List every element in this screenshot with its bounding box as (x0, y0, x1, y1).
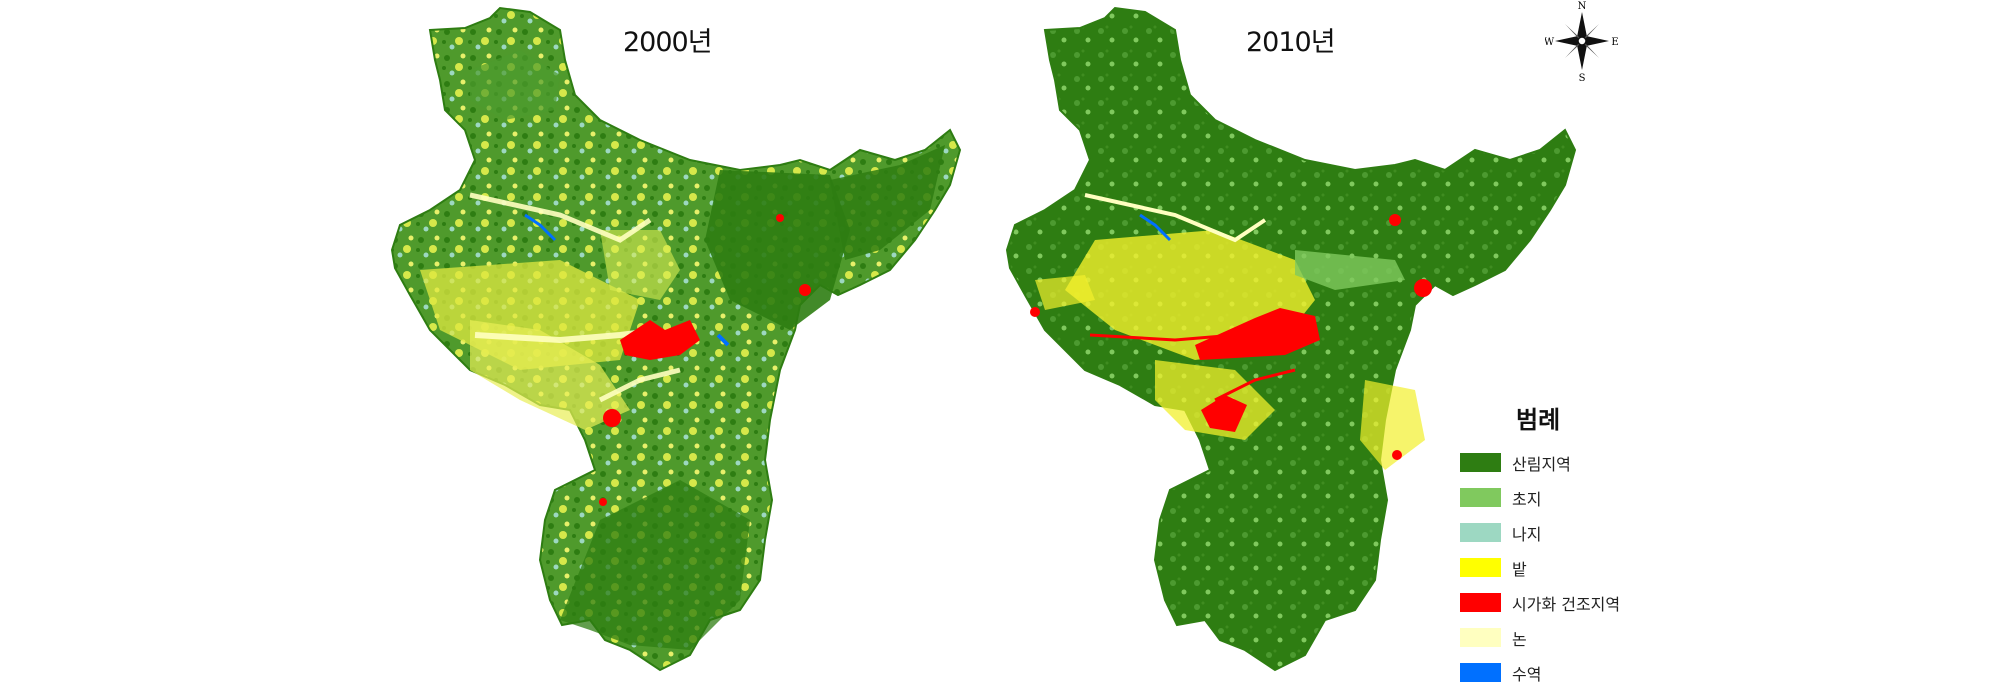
land-cover-map-2010 (1006, 7, 1576, 671)
legend-item-urban: 시가화 건조지역 (1460, 587, 1720, 618)
legend-item-water: 수역 (1460, 657, 1720, 688)
legend-swatch (1460, 523, 1501, 542)
legend-label: 나지 (1512, 524, 1542, 544)
compass-north-label: N (1578, 1, 1587, 12)
legend-label: 밭 (1512, 559, 1527, 579)
legend-swatch (1460, 453, 1501, 472)
legend-label: 산림지역 (1512, 454, 1571, 474)
compass-east-label: E (1611, 37, 1618, 48)
map-title-2000: 2000년 (623, 27, 713, 58)
legend-item-field: 밭 (1460, 552, 1720, 583)
compass-west-label: W (1545, 37, 1555, 48)
legend-item-paddy: 논 (1460, 622, 1720, 653)
legend-swatch (1460, 593, 1501, 612)
map-legend: 범례 산림지역 초지 나지 밭 시가화 건조지역 논 수역 (1460, 400, 1720, 692)
legend-label: 시가화 건조지역 (1512, 594, 1621, 614)
legend-item-barren: 나지 (1460, 517, 1720, 548)
legend-item-forest: 산림지역 (1460, 447, 1720, 478)
legend-item-grassland: 초지 (1460, 482, 1720, 513)
legend-swatch (1460, 628, 1501, 647)
land-cover-map-2000 (391, 7, 961, 671)
compass-south-label: S (1579, 73, 1586, 82)
map-title-2010: 2010년 (1246, 27, 1336, 58)
legend-swatch (1460, 488, 1501, 507)
legend-title: 범례 (1516, 406, 1561, 434)
legend-label: 초지 (1512, 489, 1542, 509)
legend-swatch (1460, 558, 1501, 577)
compass-rose-icon: N S E W (1545, 1, 1619, 82)
legend-label: 수역 (1512, 664, 1542, 684)
legend-label: 논 (1512, 629, 1527, 649)
legend-swatch (1460, 663, 1501, 682)
